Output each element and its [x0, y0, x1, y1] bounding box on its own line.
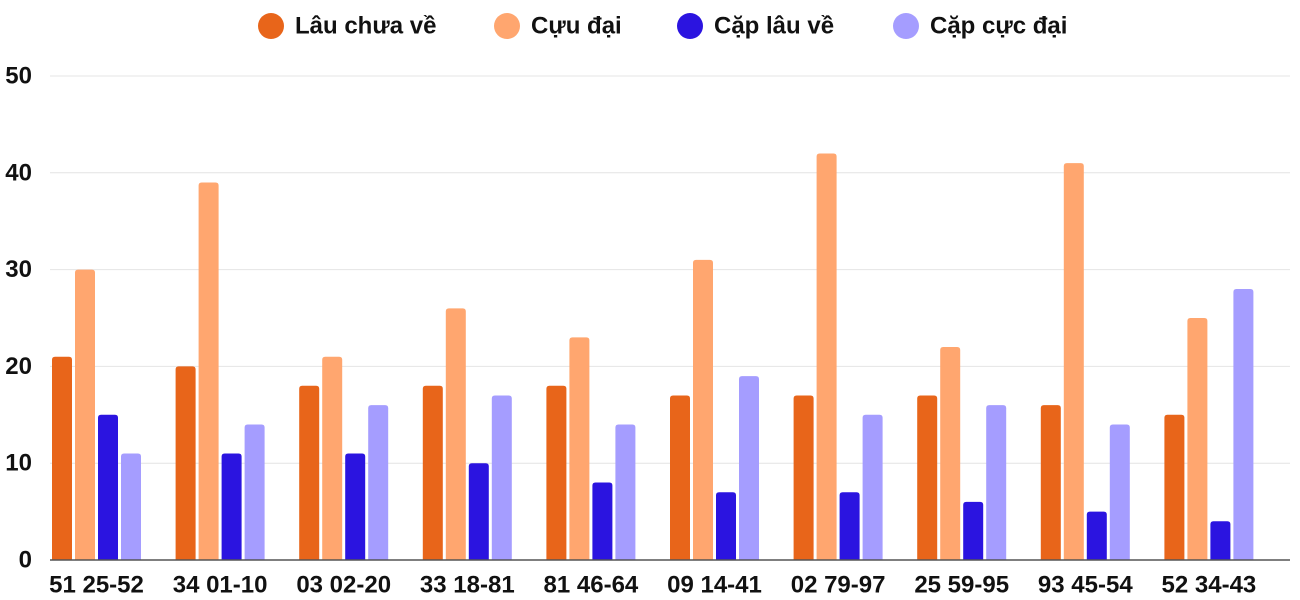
y-tick-label: 40	[5, 159, 32, 186]
legend-swatch	[494, 13, 520, 39]
bar-lau-chua-ve-52-34-43	[1164, 414, 1185, 560]
legend-swatch	[258, 13, 284, 39]
bar-cap-cuc-dai-33-18-81	[491, 395, 512, 560]
bar-cap-lau-ve-34-01-10	[221, 453, 242, 560]
bar-cap-lau-ve-02-79-97	[839, 492, 860, 560]
bar-cap-lau-ve-33-18-81	[468, 463, 489, 560]
bar-lau-chua-ve-25-59-95	[917, 395, 938, 560]
x-tick-label: 81 46-64	[544, 572, 639, 599]
chart-legend: Lâu chưa về Cựu đại Cặp lâu về Cặp cực đại	[258, 13, 1067, 40]
bar-lau-chua-ve-03-02-20	[299, 385, 320, 560]
legend-item-lau-chua-ve: Lâu chưa về	[258, 13, 436, 40]
bar-lau-chua-ve-81-46-64	[546, 385, 567, 560]
bar-cuu-dai-33-18-81	[445, 308, 466, 560]
bar-cuu-dai-03-02-20	[322, 356, 343, 560]
bar-cap-lau-ve-09-14-41	[716, 492, 736, 560]
bar-cuu-dai-51-25-52	[75, 269, 95, 560]
bar-lau-chua-ve-93-45-54	[1040, 405, 1061, 560]
legend-label: Cựu đại	[531, 13, 622, 40]
y-tick-label: 20	[5, 353, 32, 380]
y-tick-label: 30	[5, 256, 32, 283]
x-axis: 51 25-52 34 01-10 03 02-20 33 18-81 81 46-64…	[49, 559, 1290, 599]
bar-group-81-46-64	[546, 337, 636, 560]
y-tick-label: 0	[19, 547, 32, 574]
bar-lau-chua-ve-02-79-97	[793, 395, 814, 560]
legend-item-cap-cuc-dai: Cặp cực đại	[893, 13, 1067, 40]
x-tick-label: 09 14-41	[667, 572, 762, 599]
bar-cap-cuc-dai-25-59-95	[986, 405, 1007, 560]
bar-lau-chua-ve-51-25-52	[52, 356, 72, 560]
legend-item-cuu-dai: Cựu đại	[494, 13, 622, 40]
bar-group-93-45-54	[1040, 163, 1130, 560]
bar-cuu-dai-09-14-41	[693, 259, 713, 560]
bar-cuu-dai-52-34-43	[1187, 318, 1208, 560]
x-tick-label: 25 59-95	[914, 572, 1009, 599]
bar-cap-lau-ve-52-34-43	[1210, 521, 1231, 560]
x-tick-label: 33 18-81	[420, 572, 515, 599]
x-tick-label: 34 01-10	[173, 572, 268, 599]
bar-cap-cuc-dai-02-79-97	[862, 414, 883, 560]
legend-swatch	[893, 13, 919, 39]
bar-cap-cuc-dai-81-46-64	[615, 424, 636, 560]
bar-cuu-dai-34-01-10	[198, 182, 219, 561]
bar-group-02-79-97	[793, 153, 883, 560]
legend-label: Cặp cực đại	[930, 13, 1067, 40]
bar-group-09-14-41	[670, 259, 759, 560]
bar-cuu-dai-81-46-64	[569, 337, 590, 560]
bar-cap-cuc-dai-52-34-43	[1233, 288, 1254, 560]
bar-cuu-dai-93-45-54	[1063, 163, 1084, 560]
bar-cap-lau-ve-81-46-64	[592, 482, 613, 560]
bar-cap-cuc-dai-93-45-54	[1109, 424, 1130, 560]
bar-group-34-01-10	[175, 182, 265, 561]
bar-cap-cuc-dai-09-14-41	[739, 376, 759, 560]
bar-cuu-dai-25-59-95	[940, 347, 961, 560]
y-tick-label: 50	[5, 63, 32, 90]
x-tick-label: 51 25-52	[49, 572, 144, 599]
bar-cap-cuc-dai-03-02-20	[368, 405, 389, 560]
bar-cap-cuc-dai-51-25-52	[121, 453, 141, 560]
bar-group-33-18-81	[422, 308, 512, 560]
bar-group-51-25-52	[52, 269, 141, 560]
chart-bars	[52, 153, 1254, 561]
legend-label: Lâu chưa về	[295, 13, 436, 40]
bar-group-52-34-43	[1164, 288, 1254, 560]
bar-cap-lau-ve-25-59-95	[963, 501, 984, 560]
legend-item-cap-lau-ve: Cặp lâu về	[677, 13, 834, 40]
x-tick-label: 02 79-97	[791, 572, 886, 599]
y-tick-label: 10	[5, 450, 32, 477]
legend-label: Cặp lâu về	[714, 13, 834, 40]
legend-swatch	[677, 13, 703, 39]
x-tick-label: 03 02-20	[296, 572, 391, 599]
x-tick-label: 52 34-43	[1162, 572, 1257, 599]
bar-cap-lau-ve-93-45-54	[1086, 511, 1107, 560]
bar-lau-chua-ve-33-18-81	[422, 385, 443, 560]
bar-cap-cuc-dai-34-01-10	[244, 424, 265, 560]
bar-cap-lau-ve-03-02-20	[345, 453, 366, 560]
bar-cap-lau-ve-51-25-52	[98, 414, 118, 560]
bar-cuu-dai-02-79-97	[816, 153, 837, 560]
bar-group-25-59-95	[917, 347, 1007, 560]
bar-group-03-02-20	[299, 356, 389, 560]
x-tick-label: 93 45-54	[1038, 572, 1133, 599]
bar-lau-chua-ve-34-01-10	[175, 366, 196, 560]
bar-lau-chua-ve-09-14-41	[670, 395, 690, 560]
y-axis: 0 10 20 30 40 50	[5, 63, 32, 574]
